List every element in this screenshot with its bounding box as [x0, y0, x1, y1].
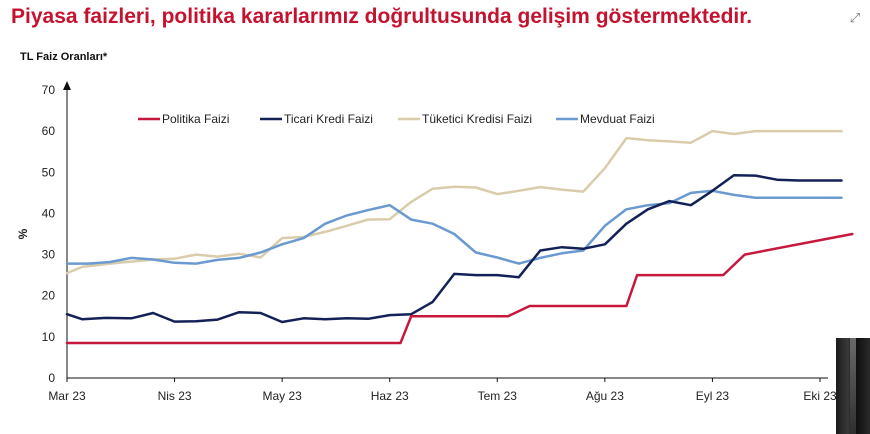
series-lines [65, 129, 854, 345]
x-tick-label: Ağu 23 [586, 389, 624, 403]
y-tick-label: 50 [42, 165, 56, 179]
x-tick-label: Haz 23 [371, 389, 409, 403]
y-tick-label: 40 [42, 206, 56, 220]
x-tick-label: Eyl 23 [696, 389, 730, 403]
series-line-3 [65, 189, 843, 265]
x-tick-label: Nis 23 [158, 389, 192, 403]
y-axis: 0 10 20 30 40 50 60 70 [42, 81, 71, 385]
y-axis-label: % [16, 228, 30, 239]
legend-label: Tüketici Kredisi Faizi [422, 112, 532, 126]
x-tick-label: May 23 [262, 389, 302, 403]
chart-subtitle: TL Faiz Oranları* [20, 51, 108, 63]
series-line-2 [65, 129, 843, 275]
y-tick-label: 70 [42, 83, 56, 97]
legend-label: Politika Faizi [162, 112, 229, 126]
page-headline: Piyasa faizleri, politika kararlarımız d… [11, 5, 753, 28]
expand-icon[interactable]: ⤢ [849, 10, 861, 25]
y-tick-label: 30 [42, 248, 56, 262]
y-tick-label: 10 [42, 330, 56, 344]
series-line-0 [65, 232, 854, 345]
x-tick-label: Tem 23 [478, 389, 518, 403]
legend-label: Mevduat Faizi [580, 112, 655, 126]
y-tick-label: 20 [42, 289, 56, 303]
legend: Politika Faizi Ticari Kredi Faizi Tüketici… [138, 112, 655, 126]
legend-label: Ticari Kredi Faizi [284, 112, 373, 126]
video-thumbnail[interactable] [836, 338, 870, 434]
x-axis: Mar 23 Nis 23 May 23 Haz 23 Tem 23 Ağu 23 Eyl … [48, 377, 837, 403]
y-tick-label: 60 [42, 124, 56, 138]
series-line-1 [65, 173, 843, 324]
x-tick-label: Eki 23 [803, 389, 837, 403]
video-thumbnail-highlight [850, 338, 856, 434]
x-tick-label: Mar 23 [48, 389, 86, 403]
y-tick-label: 0 [48, 371, 55, 385]
y-axis-arrow [63, 81, 71, 90]
